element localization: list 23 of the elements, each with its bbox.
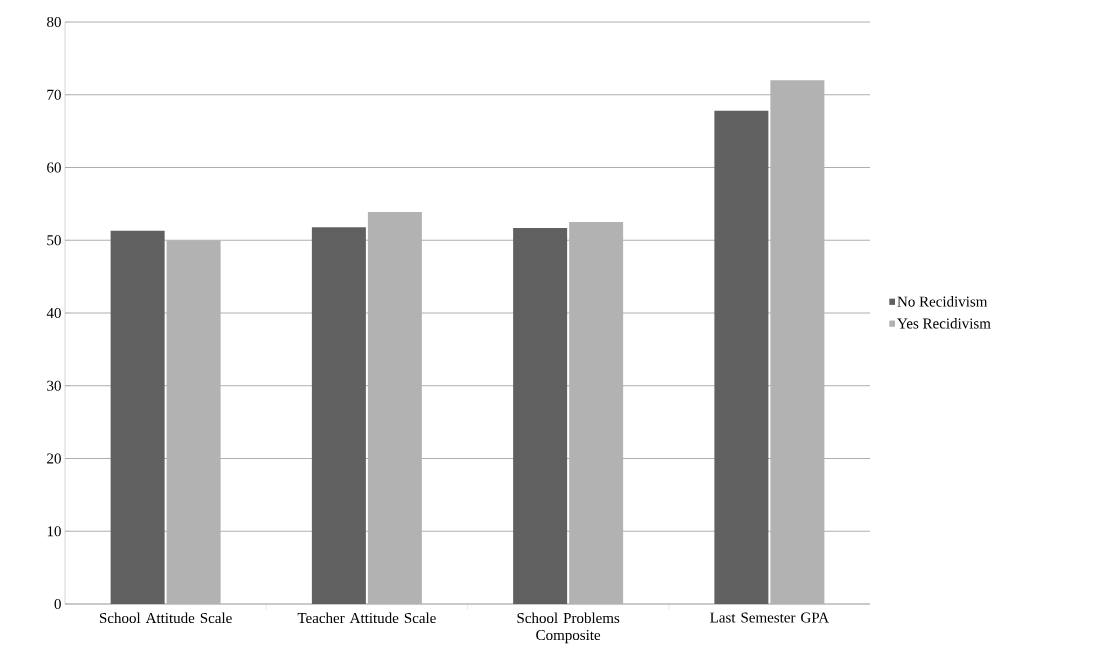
y-tick-label: 50 <box>47 235 61 246</box>
bar <box>513 227 568 604</box>
y-tick-label: 60 <box>47 162 61 173</box>
bar <box>367 211 422 604</box>
y-tick-label: 20 <box>47 453 61 464</box>
y-tick-label: 30 <box>47 380 61 391</box>
bar <box>110 230 165 604</box>
y-tick-label: 80 <box>47 16 61 28</box>
x-tick-label: School Problems Composite <box>517 612 620 644</box>
x-tick-label: Teacher Attitude Scale <box>297 612 436 624</box>
y-tick-label: 0 <box>54 598 61 610</box>
x-tick-label: School Attitude Scale <box>99 612 232 624</box>
y-tick-label: 70 <box>47 89 61 100</box>
y-tick-label: 10 <box>47 526 61 537</box>
x-tick-label: Last Semester GPA <box>710 612 829 623</box>
y-tick-label: 40 <box>46 307 61 319</box>
bar <box>770 80 825 604</box>
legend-label: No Recidivism <box>897 296 988 307</box>
bar <box>714 110 769 604</box>
legend-label: Yes Recidivism <box>897 318 991 329</box>
bar <box>311 227 366 604</box>
bar <box>166 240 221 604</box>
bar <box>569 222 624 604</box>
